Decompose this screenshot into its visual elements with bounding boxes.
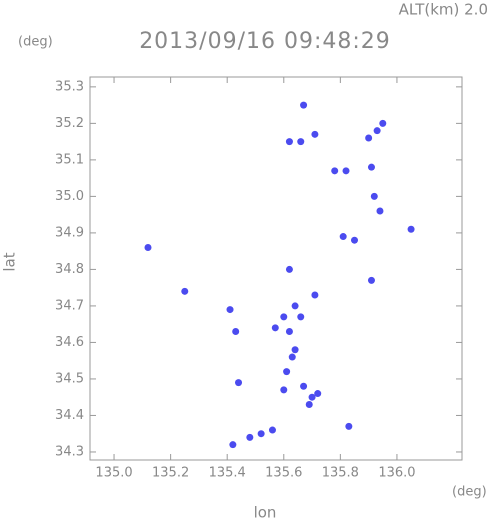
x-tick-label: 135.2: [152, 466, 189, 481]
x-axis-label: lon: [254, 504, 277, 521]
echo-point: [285, 138, 293, 146]
echo-point: [308, 393, 316, 401]
y-tick-label: 34.4: [55, 408, 84, 423]
echo-point: [297, 313, 305, 321]
x-tick-label: 135.4: [209, 466, 246, 481]
x-unit: (deg): [452, 485, 487, 500]
echo-point: [285, 265, 293, 273]
y-tick-label: 34.8: [55, 262, 84, 277]
echo-point: [246, 433, 254, 441]
y-tick-label: 35.1: [55, 152, 84, 167]
y-tick-label: 34.9: [55, 225, 84, 240]
y-tick-label: 34.3: [55, 444, 84, 459]
echo-point: [271, 324, 279, 332]
echo-point: [367, 163, 375, 171]
y-tick-label: 34.5: [55, 371, 84, 386]
plot-frame: [89, 76, 463, 461]
echo-point: [311, 291, 319, 299]
echo-point: [291, 346, 299, 354]
y-unit: (deg): [18, 35, 53, 50]
echo-point: [181, 287, 189, 295]
echo-point: [339, 233, 347, 241]
echo-point: [367, 276, 375, 284]
y-tick-label: 34.7: [55, 298, 84, 313]
y-tick-label: 35.3: [55, 79, 84, 94]
echo-point: [232, 327, 240, 335]
echo-point: [351, 236, 359, 244]
echo-point: [288, 353, 296, 361]
x-tick-label: 136.0: [378, 466, 415, 481]
echo-point: [280, 386, 288, 394]
echo-point: [285, 327, 293, 335]
echo-point: [300, 101, 308, 109]
x-tick-label: 135.0: [95, 466, 132, 481]
echo-point: [376, 207, 384, 215]
echo-point: [235, 379, 243, 387]
echo-point: [297, 138, 305, 146]
echo-point: [268, 426, 276, 434]
echo-point: [291, 302, 299, 310]
echo-point: [365, 134, 373, 142]
echo-point: [370, 192, 378, 200]
y-tick-label: 35.2: [55, 116, 84, 131]
y-tick-label: 35.0: [55, 189, 84, 204]
chart-title: 2013/09/16 09:48:29: [139, 29, 391, 54]
echo-point: [314, 390, 322, 398]
echo-point: [283, 368, 291, 376]
echo-point: [331, 167, 339, 175]
x-tick-label: 135.8: [322, 466, 359, 481]
echo-point: [226, 306, 234, 314]
echo-point: [407, 225, 415, 233]
y-axis-label: lat: [1, 252, 19, 271]
x-tick-label: 135.6: [265, 466, 302, 481]
echo-point: [342, 167, 350, 175]
echo-point: [345, 422, 353, 430]
echo-point: [144, 244, 152, 252]
echo-point: [280, 313, 288, 321]
echo-point: [229, 441, 237, 449]
altitude: ALT(km) 2.0: [399, 1, 488, 19]
echo-point: [305, 401, 313, 409]
echo-point: [300, 382, 308, 390]
echo-point: [257, 430, 265, 438]
echo-point: [379, 119, 387, 127]
echo-point: [311, 130, 319, 138]
echo-point: [373, 127, 381, 135]
y-tick-label: 34.6: [55, 335, 84, 350]
